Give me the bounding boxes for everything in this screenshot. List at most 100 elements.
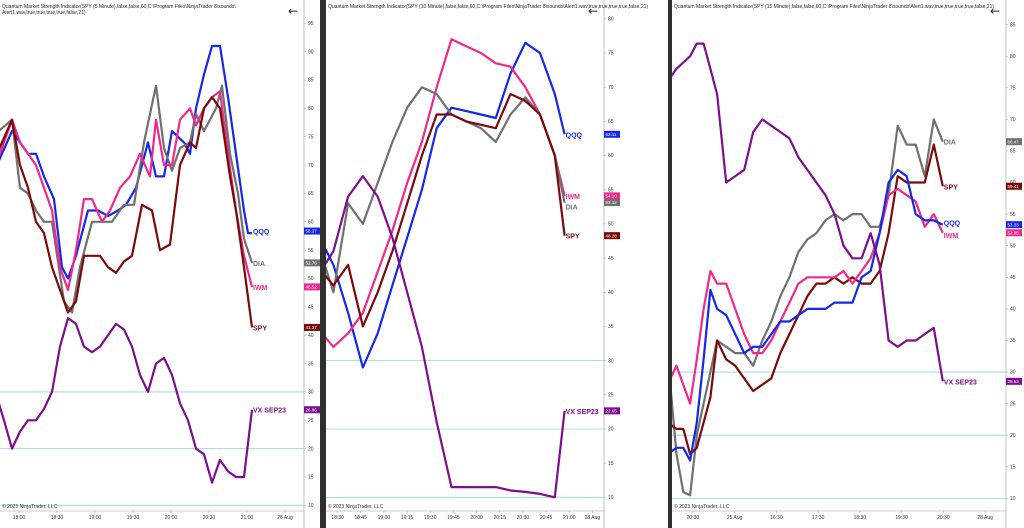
y-tick-label: 80 xyxy=(1010,54,1016,60)
value-tag xyxy=(304,323,320,331)
back-arrow-icon[interactable]: ← xyxy=(990,4,1000,18)
panel-divider xyxy=(668,0,672,528)
value-tag-text: 53.33 xyxy=(1008,222,1020,227)
x-tick-label: 20:30 xyxy=(687,515,700,521)
copyright-text: © 2023 NinjaTrader, LLC xyxy=(674,503,730,510)
x-tick-label: 19:00 xyxy=(89,515,102,521)
series-label: VX SEP23 xyxy=(253,408,286,415)
chart-10min: 10 15 20 25 30 35 40 45 50 55 60 65 70 75 80 18:30 18:45… xyxy=(326,0,648,528)
x-tick-label: 19:30 xyxy=(424,515,437,521)
value-tag xyxy=(604,232,620,240)
y-tick-label: 30 xyxy=(608,358,614,364)
x-tick-label: 19:45 xyxy=(447,515,460,521)
series-line-dia xyxy=(672,118,944,497)
y-tick-label: 25 xyxy=(1010,401,1016,407)
y-tick-label: 50 xyxy=(308,276,314,282)
value-tag xyxy=(1006,229,1022,237)
series-label: IWM xyxy=(253,285,268,292)
y-tick-label: 55 xyxy=(308,248,314,254)
y-tick-label: 10 xyxy=(608,495,614,501)
value-tag xyxy=(304,227,320,235)
x-tick-label: 20:00 xyxy=(470,515,483,521)
value-tag xyxy=(304,259,320,267)
value-tag-text: 52.05 xyxy=(1008,230,1020,235)
value-tag-text: 54.10 xyxy=(606,193,618,198)
y-tick-label: 45 xyxy=(308,305,314,311)
y-tick-label: 85 xyxy=(308,78,314,84)
value-tag xyxy=(604,130,620,138)
y-tick-label: 30 xyxy=(1010,370,1016,376)
y-tick-label: 80 xyxy=(308,106,314,112)
series-line-spy xyxy=(326,92,566,328)
value-tag-text: 53.12 xyxy=(606,200,618,205)
series-label: QQQ xyxy=(566,132,583,139)
series-label: DIA xyxy=(944,140,956,147)
back-arrow-icon[interactable]: ← xyxy=(288,4,298,18)
y-tick-label: 25 xyxy=(308,418,314,424)
chart-panel-15min: 1015202530354045505560657075808520:3025 … xyxy=(672,0,1024,528)
y-tick-label: 35 xyxy=(308,361,314,367)
series-line-vx-sep23 xyxy=(0,317,254,484)
copyright-text: © 2023 NinjaTrader, LLC xyxy=(328,503,384,510)
panel-divider xyxy=(320,0,326,528)
value-tag-text: 48.52 xyxy=(306,285,318,290)
x-tick-label: 28 Aug xyxy=(977,515,993,521)
series-label: IWM xyxy=(944,233,959,240)
value-tag-text: 63.11 xyxy=(606,132,617,137)
x-tick-label: 19:00 xyxy=(378,515,391,521)
series-line-iwm xyxy=(672,187,944,405)
indicator-header: Quantum Market Strength Indicator(SPY (1… xyxy=(328,4,648,10)
chart-5min: 10 15 20 25 30 35 40 45 50 55 60 65 70 75 80 85 90 95 18:0… xyxy=(0,0,320,528)
y-tick-label: 65 xyxy=(1010,149,1016,155)
x-tick-label: 21:00 xyxy=(563,515,576,521)
y-tick-label: 20 xyxy=(1010,433,1016,439)
y-tick-label: 55 xyxy=(1010,212,1016,218)
x-tick-label: 19:30 xyxy=(127,515,140,521)
x-tick-label: 16:30 xyxy=(770,515,783,521)
y-tick-label: 70 xyxy=(1010,117,1016,123)
y-tick-label: 75 xyxy=(1010,85,1016,91)
y-tick-label: 95 xyxy=(308,21,314,27)
series-label: QQQ xyxy=(253,229,270,236)
y-tick-label: 75 xyxy=(308,134,314,140)
y-tick-label: 40 xyxy=(1010,307,1016,313)
series-line-vx-sep23 xyxy=(326,175,566,499)
x-tick-label: 20:45 xyxy=(540,515,553,521)
x-tick-label: 20:30 xyxy=(517,515,530,521)
x-tick-label: 25 Aug xyxy=(727,515,743,521)
back-arrow-icon[interactable]: ← xyxy=(588,4,598,18)
y-tick-label: 60 xyxy=(608,153,614,159)
value-tag xyxy=(604,192,620,200)
value-tag xyxy=(304,283,320,291)
x-tick-label: 18:45 xyxy=(354,515,367,521)
value-tag xyxy=(1006,221,1022,229)
x-tick-label: 20:00 xyxy=(165,515,178,521)
x-tick-label: 20:30 xyxy=(937,515,950,521)
y-tick-label: 50 xyxy=(608,222,614,228)
value-tag xyxy=(304,406,320,414)
y-tick-label: 70 xyxy=(308,163,314,169)
copyright-text: © 2023 NinjaTrader, LLC xyxy=(2,503,58,510)
y-tick-label: 15 xyxy=(608,461,614,467)
value-tag-text: 58.37 xyxy=(306,229,318,234)
series-label: IWM xyxy=(566,194,581,201)
x-tick-label: 18:30 xyxy=(331,515,344,521)
x-tick-label: 28 Aug xyxy=(277,515,293,521)
y-tick-label: 60 xyxy=(308,220,314,226)
series-line-vx-sep23 xyxy=(672,42,944,382)
y-tick-label: 35 xyxy=(608,324,614,330)
indicator-header: Alert1.wav,true,true,true,true,false,21) xyxy=(2,10,86,16)
x-tick-label: 20:15 xyxy=(493,515,506,521)
value-tag-text: 28.53 xyxy=(1008,379,1020,384)
y-tick-label: 80 xyxy=(608,17,614,23)
y-tick-label: 25 xyxy=(608,392,614,398)
value-tag xyxy=(1006,377,1022,385)
x-tick-label: 21:00 xyxy=(241,515,254,521)
x-tick-label: 19:30 xyxy=(895,515,908,521)
y-tick-label: 45 xyxy=(608,256,614,262)
y-tick-label: 90 xyxy=(308,49,314,55)
y-tick-label: 85 xyxy=(1010,22,1016,28)
y-tick-label: 15 xyxy=(1010,464,1016,470)
series-label: VX SEP23 xyxy=(566,409,599,416)
y-tick-label: 65 xyxy=(608,119,614,125)
